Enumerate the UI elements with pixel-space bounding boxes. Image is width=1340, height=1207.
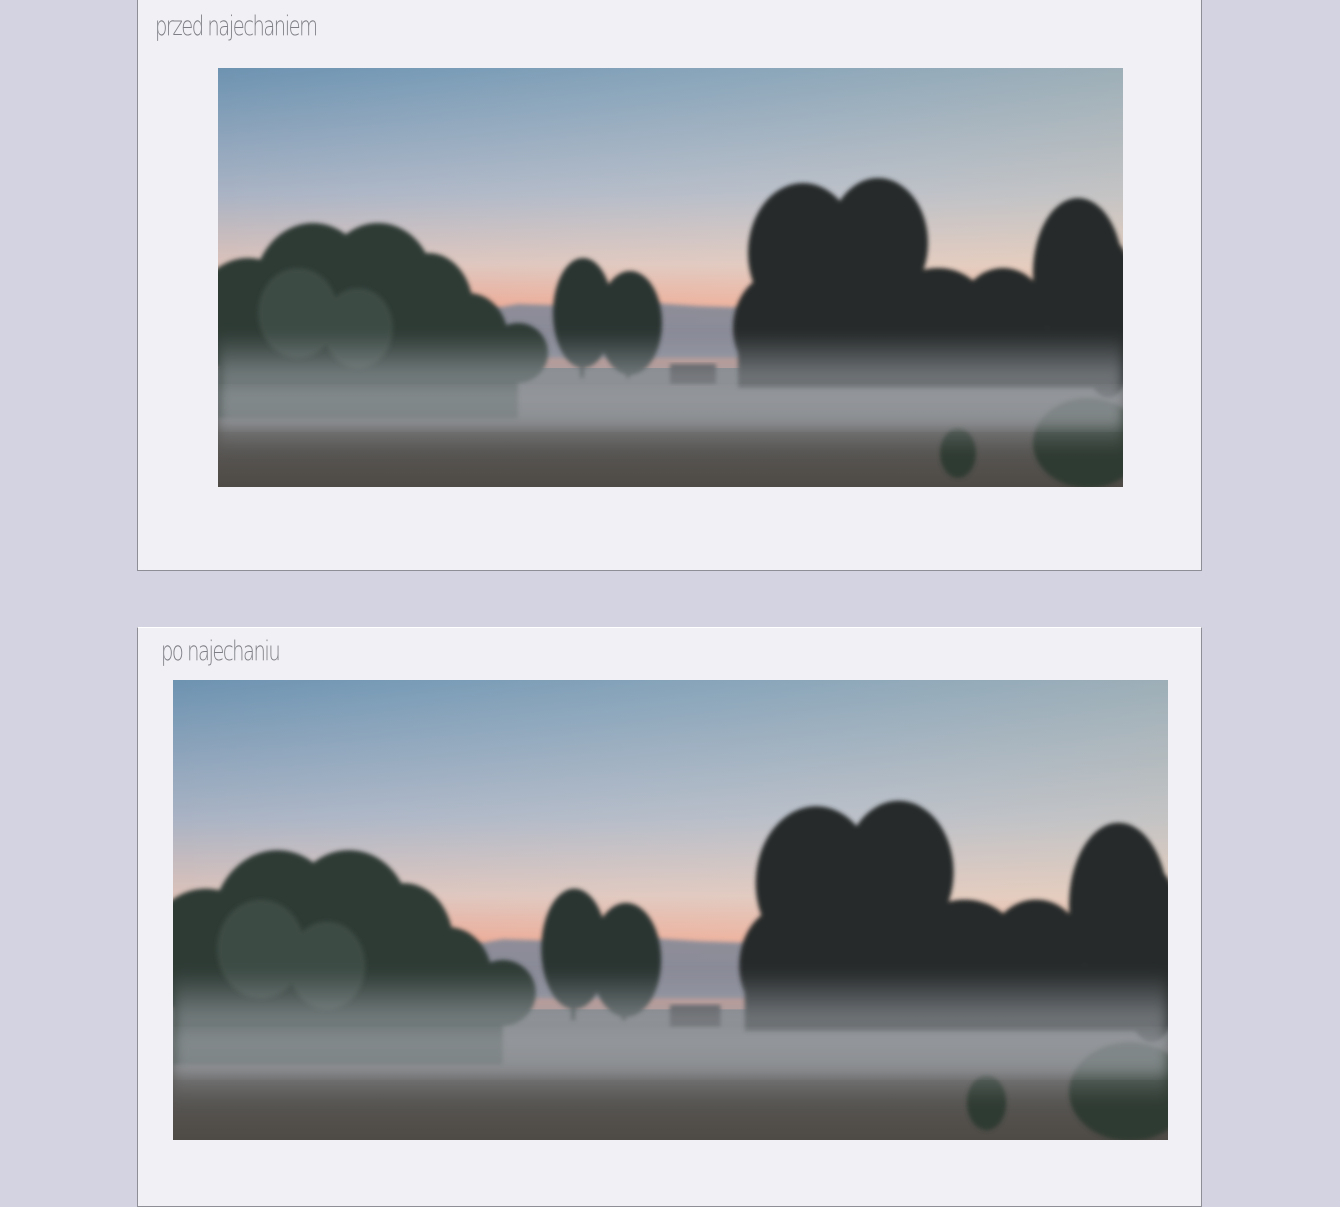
landscape-image (173, 680, 1168, 1140)
misty-landscape-photo[interactable] (173, 680, 1168, 1140)
photo-panel-before: przed najechaniem (137, 0, 1202, 571)
misty-landscape-photo[interactable] (218, 68, 1123, 487)
panel-caption: przed najechaniem (155, 11, 318, 42)
photo-panel-after: po najechaniu (137, 627, 1202, 1207)
panel-caption: po najechaniu (161, 636, 281, 667)
landscape-image (218, 68, 1123, 487)
